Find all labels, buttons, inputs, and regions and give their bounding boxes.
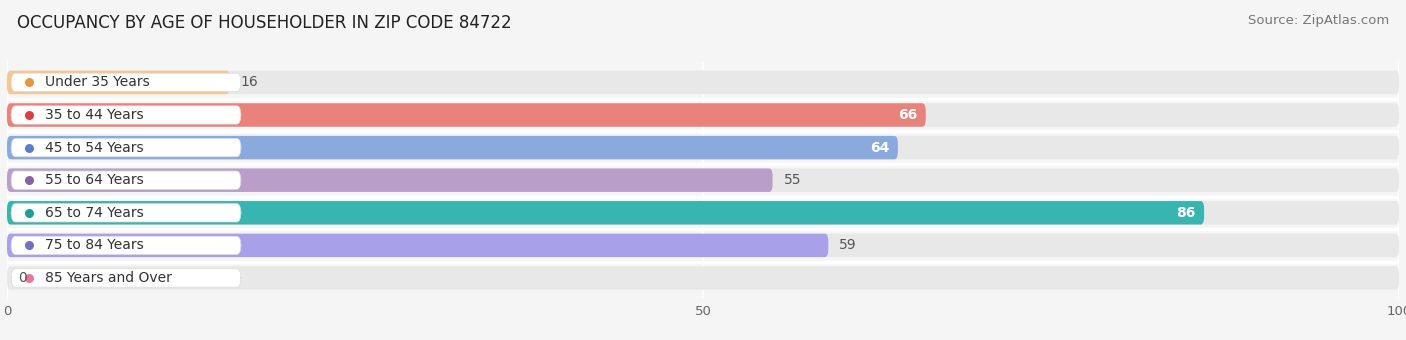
FancyBboxPatch shape (7, 234, 1399, 257)
FancyBboxPatch shape (11, 171, 240, 189)
FancyBboxPatch shape (11, 73, 240, 91)
Text: 65 to 74 Years: 65 to 74 Years (45, 206, 143, 220)
FancyBboxPatch shape (7, 201, 1204, 224)
FancyBboxPatch shape (7, 168, 1399, 192)
Text: 0: 0 (18, 271, 27, 285)
Text: OCCUPANCY BY AGE OF HOUSEHOLDER IN ZIP CODE 84722: OCCUPANCY BY AGE OF HOUSEHOLDER IN ZIP C… (17, 14, 512, 32)
Text: Under 35 Years: Under 35 Years (45, 75, 149, 89)
FancyBboxPatch shape (11, 106, 240, 124)
Text: 59: 59 (839, 238, 858, 252)
Text: 66: 66 (898, 108, 917, 122)
Text: Source: ZipAtlas.com: Source: ZipAtlas.com (1249, 14, 1389, 27)
FancyBboxPatch shape (7, 201, 1399, 224)
Text: 45 to 54 Years: 45 to 54 Years (45, 141, 143, 155)
FancyBboxPatch shape (11, 236, 240, 255)
FancyBboxPatch shape (7, 234, 828, 257)
FancyBboxPatch shape (11, 269, 240, 287)
Text: 55 to 64 Years: 55 to 64 Years (45, 173, 143, 187)
Text: 86: 86 (1177, 206, 1195, 220)
FancyBboxPatch shape (7, 103, 1399, 127)
FancyBboxPatch shape (11, 138, 240, 157)
FancyBboxPatch shape (7, 136, 898, 159)
Text: 75 to 84 Years: 75 to 84 Years (45, 238, 143, 252)
FancyBboxPatch shape (7, 136, 1399, 159)
FancyBboxPatch shape (7, 71, 1399, 94)
Text: 16: 16 (240, 75, 259, 89)
Text: 55: 55 (783, 173, 801, 187)
Text: 64: 64 (870, 141, 890, 155)
FancyBboxPatch shape (7, 168, 773, 192)
Text: 85 Years and Over: 85 Years and Over (45, 271, 172, 285)
FancyBboxPatch shape (7, 103, 925, 127)
FancyBboxPatch shape (7, 266, 1399, 290)
FancyBboxPatch shape (7, 71, 229, 94)
Text: 35 to 44 Years: 35 to 44 Years (45, 108, 143, 122)
FancyBboxPatch shape (11, 204, 240, 222)
